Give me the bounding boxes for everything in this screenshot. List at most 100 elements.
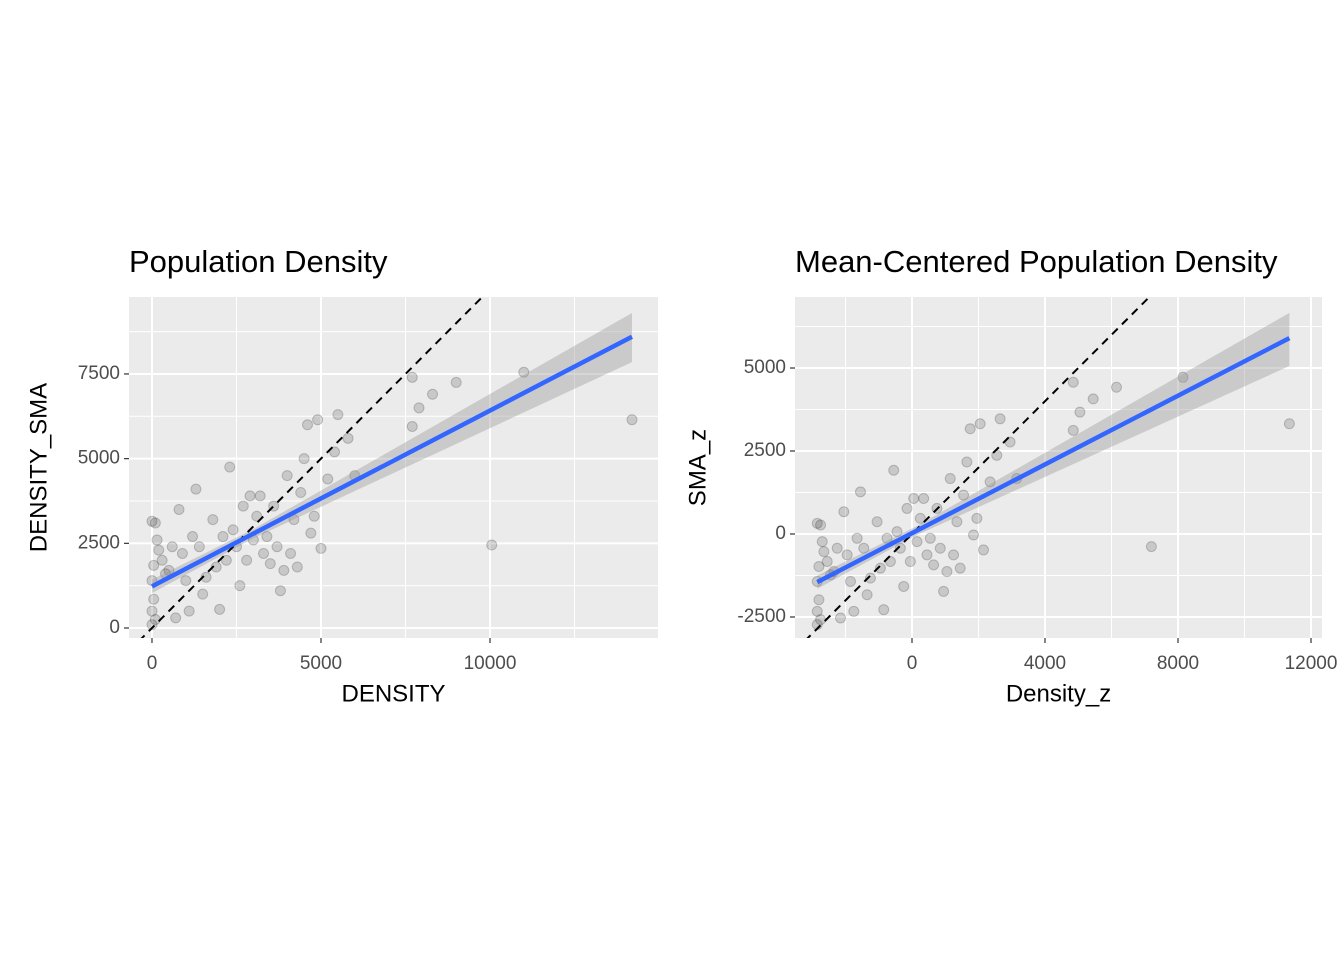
y-tick-label: 0: [775, 523, 786, 544]
point: [881, 532, 893, 544]
point: [251, 510, 263, 522]
x-axis-title: Density_z: [1006, 680, 1111, 707]
point: [261, 531, 273, 543]
point: [1177, 371, 1189, 383]
point: [151, 534, 163, 546]
y-tick-label: -2500: [737, 606, 786, 627]
point: [1283, 418, 1295, 430]
confidence-band: [916, 312, 1290, 535]
point: [193, 541, 205, 553]
point: [951, 516, 963, 528]
point: [958, 489, 970, 501]
point: [258, 547, 270, 559]
point: [146, 605, 158, 617]
point: [844, 575, 856, 587]
x-axis-title: DENSITY: [341, 680, 445, 707]
point: [210, 561, 222, 573]
point: [187, 531, 199, 543]
point: [968, 529, 980, 541]
point: [518, 366, 530, 378]
point: [878, 604, 890, 616]
point: [183, 605, 195, 617]
point: [811, 517, 823, 529]
point: [241, 554, 253, 566]
y-tick-label: 5000: [78, 448, 120, 469]
y-tick-label: 7500: [78, 363, 120, 384]
point: [948, 549, 960, 561]
point: [264, 558, 276, 570]
point: [278, 564, 290, 576]
point: [146, 619, 158, 631]
point: [486, 539, 498, 551]
point: [1145, 541, 1157, 553]
point: [818, 546, 830, 558]
point: [274, 585, 286, 597]
point: [146, 515, 158, 527]
point: [271, 541, 283, 553]
point: [342, 432, 354, 444]
point: [214, 603, 226, 615]
point: [888, 464, 900, 476]
panel-group: Mean-Centered Population Density 0 4000 800…: [684, 244, 1337, 707]
point: [854, 486, 866, 498]
point: [207, 514, 219, 526]
point: [821, 556, 833, 568]
point: [977, 544, 989, 556]
point: [176, 547, 188, 559]
point: [1067, 424, 1079, 436]
point: [848, 605, 860, 617]
x-tick-label: 0: [147, 653, 158, 674]
point: [244, 490, 256, 502]
point: [166, 541, 178, 553]
fit-line: [816, 336, 1291, 585]
fit-line: [150, 334, 634, 589]
point: [1067, 376, 1079, 388]
point: [934, 542, 946, 554]
point: [811, 605, 823, 617]
point: [831, 542, 843, 554]
point: [312, 414, 324, 426]
point: [838, 506, 850, 518]
point: [924, 532, 936, 544]
chart-title: Mean-Centered Population Density: [795, 244, 1278, 279]
point: [954, 562, 966, 574]
point: [813, 594, 825, 606]
x-tick-label: 5000: [300, 653, 342, 674]
point: [450, 376, 462, 388]
point: [904, 556, 916, 568]
plot-area: [806, 297, 1295, 638]
point: [626, 414, 638, 426]
y-tick-label: 5000: [744, 357, 786, 378]
x-tick-label: 10000: [464, 653, 517, 674]
point: [1110, 381, 1122, 393]
point: [841, 549, 853, 561]
point: [237, 500, 249, 512]
point: [156, 554, 168, 566]
x-tick-label: 0: [907, 653, 918, 674]
point: [190, 483, 202, 495]
point: [173, 503, 185, 515]
point: [871, 516, 883, 528]
point: [153, 544, 165, 556]
y-tick-label: 2500: [78, 532, 120, 553]
point: [961, 456, 973, 468]
y-axis-title: DENSITY_SMA: [25, 383, 52, 552]
point: [298, 453, 310, 465]
point: [1087, 393, 1099, 405]
point: [928, 559, 940, 571]
point: [322, 473, 334, 485]
point: [964, 423, 976, 435]
point: [413, 402, 425, 414]
point: [406, 371, 418, 383]
point: [149, 517, 161, 529]
point: [874, 562, 886, 574]
point: [921, 549, 933, 561]
point: [861, 589, 873, 601]
point: [1074, 406, 1086, 418]
x-tick-label: 8000: [1157, 653, 1199, 674]
plot-area: [140, 297, 638, 638]
point: [170, 612, 182, 624]
point: [901, 502, 913, 514]
point: [148, 559, 160, 571]
